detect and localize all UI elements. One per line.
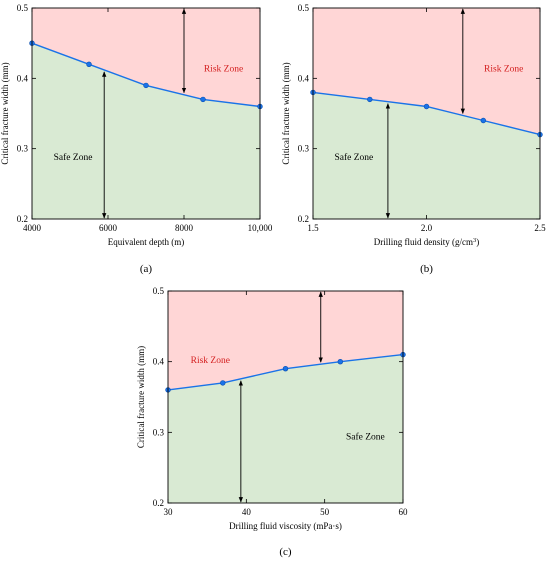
x-axis-label: Drilling fluid density (g/cm3) [374, 237, 480, 248]
x-axis-label-text: Drilling fluid viscosity (mPa·s) [229, 521, 342, 531]
safe-zone-area [313, 92, 540, 219]
chart-panel-b: Risk Zone Safe Zone 1.5 2.0 2.5 0.2 0.3 0.4 0.5 D… [281, 3, 546, 275]
x-tick-label: 60 [399, 507, 409, 517]
chart-panel-c: Risk Zone Safe Zone 30 40 50 60 0.2 0.3 0.4 0.5 Dr… [136, 286, 408, 558]
y-tick-label: 0.3 [153, 427, 165, 437]
panel-label: (c) [279, 546, 292, 558]
y-tick-label: 0.3 [17, 144, 29, 154]
y-tick-label: 0.5 [17, 3, 29, 13]
x-axis-label-text: Equivalent depth (m) [108, 237, 184, 247]
y-axis-label: Critical fracture width (mm) [0, 62, 10, 164]
data-point [367, 96, 373, 103]
y-tick-label: 0.4 [17, 73, 29, 83]
plot-frame [167, 290, 404, 504]
x-tick-label: 2.0 [421, 223, 433, 233]
x-axis-label-superscript: 3 [473, 237, 476, 244]
x-tick-label: 30 [164, 507, 174, 517]
risk-zone-area [168, 291, 403, 390]
x-tick-label: 2.5 [534, 223, 546, 233]
x-tick-label: 4000 [23, 223, 42, 233]
risk-zone-label: Risk Zone [484, 64, 523, 74]
safe-zone-area [32, 43, 260, 220]
data-point [200, 96, 206, 103]
data-point [423, 103, 430, 110]
data-point [143, 82, 149, 89]
y-tick-label: 0.5 [298, 3, 310, 13]
risk-zone-label: Risk Zone [204, 64, 243, 74]
y-tick-label: 0.2 [17, 214, 28, 224]
y-tick-label: 0.5 [153, 286, 165, 296]
risk-zone-area [32, 8, 260, 107]
safe-zone-label: Safe Zone [346, 431, 385, 442]
x-tick-label: 50 [320, 507, 330, 517]
data-point [480, 117, 486, 124]
x-tick-label: 8000 [175, 223, 194, 233]
x-tick-label: 40 [242, 507, 252, 517]
y-tick-label: 0.4 [298, 73, 310, 83]
risk-zone-label: Risk Zone [191, 356, 230, 366]
x-tick-label: 1.5 [307, 223, 319, 233]
data-point [337, 359, 343, 365]
panel-label: (b) [420, 263, 433, 275]
y-tick-label: 0.2 [153, 498, 164, 508]
y-tick-label: 0.3 [298, 144, 310, 154]
x-tick-label: 6000 [99, 223, 118, 233]
safe-zone-area [168, 354, 403, 503]
x-axis-label-tail: ) [476, 237, 479, 247]
chart-panel-a: Risk Zone Safe Zone 4000 6000 8000 10,000 0.2 0… [0, 3, 273, 275]
y-axis-label: Critical fracture width (mm) [281, 62, 291, 164]
data-point [86, 61, 92, 68]
x-axis-label-text: Drilling fluid density (g/cm [374, 237, 473, 247]
data-point [220, 380, 226, 386]
risk-zone-area [313, 8, 540, 135]
y-axis-label: Critical fracture width (mm) [136, 346, 146, 448]
x-axis-label: Drilling fluid viscosity (mPa·s) [229, 521, 342, 531]
data-point [282, 366, 289, 372]
y-tick-label: 0.4 [153, 357, 165, 367]
x-tick-label: 10,000 [248, 223, 273, 233]
plot-frame [31, 7, 261, 220]
panel-label: (a) [140, 263, 153, 275]
safe-zone-label: Safe Zone [54, 152, 93, 163]
x-axis-label: Equivalent depth (m) [108, 237, 184, 247]
y-tick-label: 0.2 [298, 214, 309, 224]
safe-zone-label: Safe Zone [334, 152, 373, 163]
